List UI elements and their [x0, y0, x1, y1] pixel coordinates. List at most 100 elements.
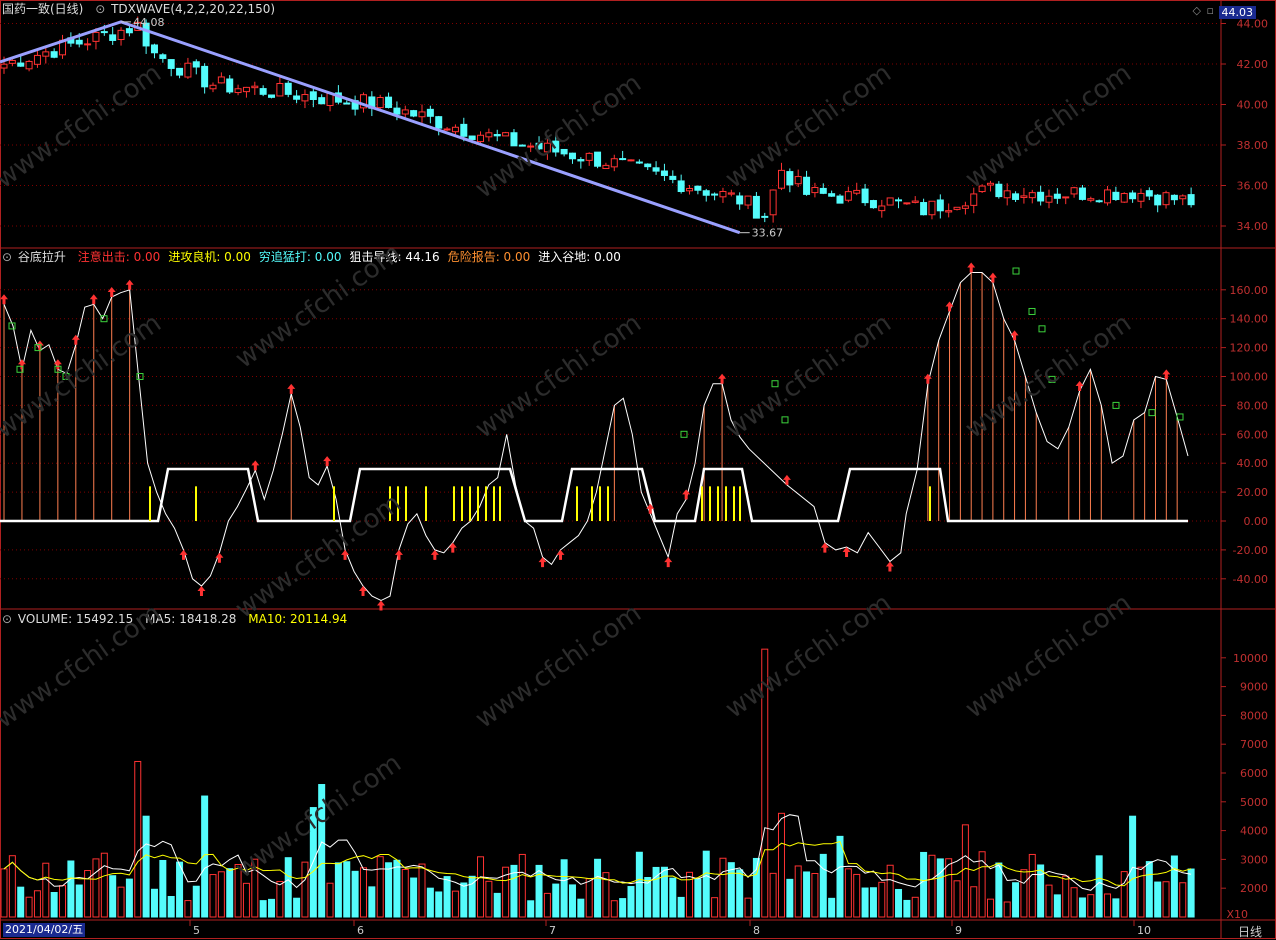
up-arrow-icon — [782, 474, 791, 485]
stock-title[interactable]: 国药一致(日线) — [2, 2, 84, 16]
candle-body — [1104, 189, 1112, 204]
ma5-value: 18418.28 — [179, 612, 237, 626]
candle-body — [811, 186, 819, 194]
volume-bar — [84, 870, 92, 918]
valley-band-line — [0, 467, 1188, 523]
candle-body — [293, 95, 301, 100]
volume-bar — [142, 815, 150, 918]
volume-bar — [1187, 868, 1195, 918]
volume-bar — [426, 887, 434, 918]
volume-bar — [1062, 875, 1070, 918]
candle-body — [301, 94, 309, 102]
indicator-name[interactable]: TDXWAVE(4,2,2,20,22,150) — [111, 2, 276, 16]
volume-tick-label: 4000 — [1240, 825, 1268, 838]
candle-body — [493, 134, 501, 137]
volume-bar — [284, 857, 292, 918]
up-arrow-icon — [538, 557, 547, 568]
volume-bar — [0, 868, 8, 918]
volume-bar — [510, 864, 518, 918]
up-arrow-icon — [988, 272, 997, 283]
volume-bar — [268, 898, 276, 918]
candle-body — [1129, 192, 1137, 200]
volume-bar — [1028, 853, 1036, 918]
chevron-down-icon[interactable]: ⊙ — [95, 2, 106, 16]
candle-body — [159, 54, 167, 59]
danger-marker — [8, 322, 16, 330]
volume-bar — [1104, 893, 1112, 918]
panel-menu-icon[interactable]: ▫ — [1206, 4, 1214, 17]
volume-bar — [192, 885, 200, 918]
up-arrow-icon — [17, 359, 26, 370]
chevron-down-icon[interactable]: ⊙ — [2, 612, 13, 626]
volume-bar — [259, 900, 267, 918]
volume-bar — [359, 867, 367, 918]
candle-body — [242, 86, 250, 93]
volume-bar — [493, 892, 501, 918]
volume-bar — [594, 858, 602, 918]
volume-bar — [217, 871, 225, 918]
volume-bar — [803, 871, 811, 918]
candle-body — [268, 94, 276, 98]
danger-marker — [1028, 307, 1036, 315]
osc-item-0: 注意出击: 0.00 — [77, 250, 161, 264]
osc-item-1: 进攻良机: 0.00 — [168, 250, 251, 264]
chevron-down-icon[interactable]: ⊙ — [2, 250, 13, 264]
volume-bar — [334, 862, 342, 918]
candle-body — [1053, 193, 1061, 199]
danger-marker — [680, 430, 688, 438]
up-arrow-icon — [967, 262, 976, 273]
volume-bar — [886, 864, 894, 918]
candle-body — [610, 158, 618, 168]
ma10-label: MA10: — [248, 612, 287, 626]
volume-bar — [209, 874, 217, 918]
volume-bar — [928, 854, 936, 918]
candle-body — [376, 96, 384, 109]
up-arrow-icon — [341, 549, 350, 560]
volume-bar — [610, 900, 618, 918]
volume-bar — [761, 648, 769, 918]
candle-body — [1070, 187, 1078, 195]
up-arrow-icon — [646, 503, 655, 514]
candle-body — [217, 76, 225, 84]
candle-body — [769, 189, 777, 216]
volume-bar — [42, 862, 50, 918]
volume-bar — [17, 886, 25, 918]
volume-bar — [577, 898, 585, 918]
volume-bar — [869, 887, 877, 918]
volume-bar — [184, 900, 192, 918]
osc-name[interactable]: 谷底拉升 — [17, 250, 66, 264]
volume-bar — [769, 872, 777, 918]
date-start-label[interactable]: 2021/04/02/五 — [3, 923, 86, 937]
volume-bar — [326, 882, 334, 918]
volume-bar — [702, 850, 710, 918]
candle-body — [1112, 191, 1120, 201]
candle-body — [17, 62, 25, 67]
volume-bar — [301, 861, 309, 918]
candle-body — [702, 190, 710, 196]
candle-body — [251, 85, 259, 89]
candle-body — [736, 195, 744, 205]
volume-bar — [1078, 897, 1086, 918]
candle-body — [435, 116, 443, 129]
diamond-icon[interactable]: ◇ — [1192, 4, 1201, 17]
candle-body — [418, 111, 426, 118]
candle-body — [1187, 194, 1195, 206]
candle-body — [986, 182, 994, 186]
candle-body — [1037, 191, 1045, 202]
volume-bar — [1137, 866, 1145, 918]
volume-bar — [669, 877, 677, 918]
volume-bar — [961, 824, 969, 918]
osc-tick-label: -20.00 — [1233, 544, 1268, 557]
volume-bar — [1162, 881, 1170, 918]
period-label[interactable]: 日线 — [1238, 923, 1262, 940]
current-price-value: 44.03 — [1221, 6, 1254, 19]
osc-tick-label: 160.00 — [1230, 284, 1269, 297]
volume-tick-label: 5000 — [1240, 796, 1268, 809]
candle-body — [451, 126, 459, 133]
osc-tick-label: 120.00 — [1230, 342, 1269, 355]
volume-bar — [970, 886, 978, 918]
up-arrow-icon — [0, 294, 8, 305]
volume-bar — [844, 868, 852, 918]
candle-body — [477, 134, 485, 143]
